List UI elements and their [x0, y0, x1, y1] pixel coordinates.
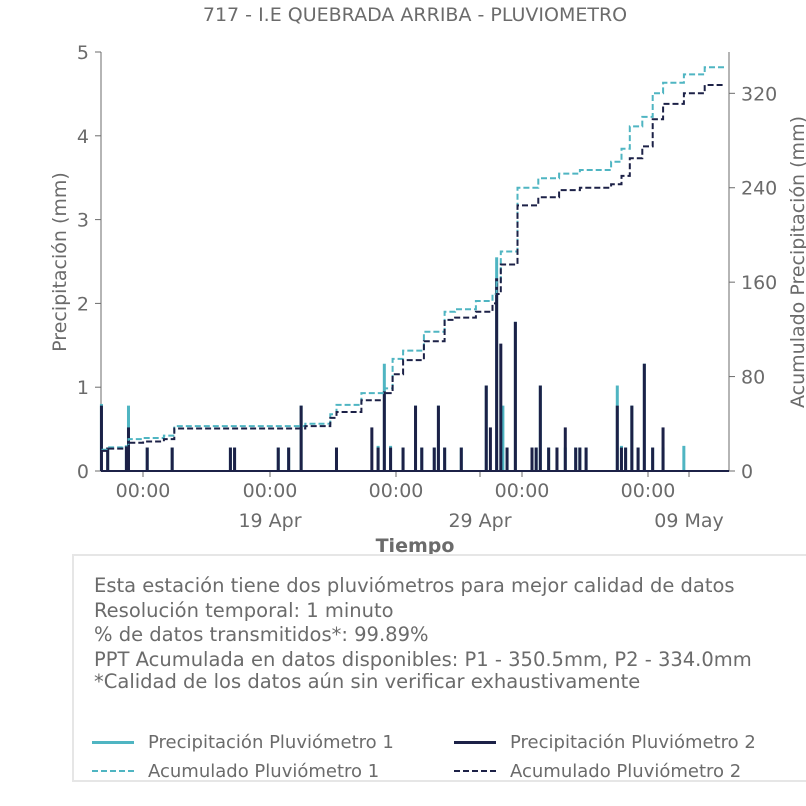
precip-bar: [382, 391, 386, 471]
legend-item-p1: Precipitación Pluviómetro 1: [92, 730, 394, 754]
precip-bar: [488, 427, 492, 471]
x-tick-time-label: 00:00: [116, 480, 171, 502]
legend-label-a1: Acumulado Pluviómetro 1: [148, 760, 380, 782]
left-tick-label: 3: [77, 210, 89, 232]
precip-bar: [563, 427, 567, 471]
precip-bar: [401, 447, 405, 471]
legend-item-a1: Acumulado Pluviómetro 1: [92, 759, 379, 783]
precip-bar: [661, 427, 665, 471]
left-y-ticks: 0 1 2 3 4 5: [77, 42, 101, 483]
precip-bar: [619, 447, 623, 471]
info-line-quality-note: *Calidad de los datos aún sin verificar …: [94, 670, 641, 693]
precip-bar: [432, 447, 436, 471]
x-tick-date-label: 29 Apr: [448, 510, 511, 532]
precip-bar: [538, 385, 542, 471]
right-tick-label: 0: [741, 461, 753, 483]
precip-bar: [651, 447, 655, 471]
precip-bar: [233, 447, 237, 471]
precip-bar: [126, 427, 130, 471]
x-tick-date-label: 19 Apr: [238, 510, 301, 532]
info-line-stations: Esta estación tiene dos pluviómetros par…: [94, 574, 735, 597]
precip-bar: [501, 405, 505, 471]
legend-label-p2: Precipitación Pluviómetro 2: [510, 731, 756, 753]
x-tick-time-label: 00:00: [243, 480, 298, 502]
precip-bar: [682, 445, 686, 471]
precip-bar: [615, 405, 619, 471]
info-line-transmitted: % de datos transmitidos*: 99.89%: [94, 623, 429, 646]
precip-bar: [584, 447, 588, 471]
precip-bar: [170, 447, 174, 471]
precip-bar: [99, 405, 103, 471]
precip-bar: [376, 447, 380, 471]
left-tick-label: 0: [77, 461, 89, 483]
precip-bar: [530, 447, 534, 471]
x-ticks: 00:00 00:00 00:00 00:00 00:00 19 Apr 29 Apr 09 …: [116, 471, 724, 532]
precip-bar: [630, 405, 634, 471]
legend-swatch-a1: [92, 770, 134, 772]
precip-bar: [555, 447, 559, 471]
x-axis-label: Tiempo: [376, 535, 455, 557]
series-acumulado-p1: [101, 66, 726, 451]
precip-bar: [547, 447, 551, 471]
series-acumulado-p2: [101, 84, 726, 452]
precip-bar: [484, 385, 488, 471]
x-tick-date-label: 09 May: [654, 510, 724, 532]
precip-bar: [574, 447, 578, 471]
x-tick-time-label: 00:00: [369, 480, 424, 502]
precip-bar: [436, 405, 440, 471]
chart-title: 717 - I.E QUEBRADA ARRIBA - PLUVIOMETRO: [203, 4, 627, 26]
info-line-resolution: Resolución temporal: 1 minuto: [94, 599, 394, 622]
series-precipitacion-p2: [99, 278, 729, 472]
right-tick-label: 320: [741, 83, 777, 105]
precip-bar: [636, 447, 640, 471]
left-tick-label: 2: [77, 293, 89, 315]
precip-bar: [513, 321, 517, 471]
cumulative-line: [101, 84, 726, 452]
precip-bar: [228, 447, 232, 471]
right-tick-label: 80: [741, 367, 765, 389]
legend-item-a2: Acumulado Pluviómetro 2: [454, 759, 741, 783]
precip-bar: [370, 427, 374, 471]
precip-bar: [420, 447, 424, 471]
precip-bar: [276, 447, 280, 471]
x-tick-time-label: 00:00: [621, 480, 676, 502]
chart-area: 717 - I.E QUEBRADA ARRIBA - PLUVIOMETRO …: [49, 4, 806, 557]
precip-bar: [495, 278, 499, 471]
right-y-ticks: 0 80 160 240 320: [729, 83, 777, 483]
legend-swatch-p1: [92, 740, 134, 744]
left-tick-label: 4: [77, 126, 89, 148]
cumulative-line: [101, 66, 726, 451]
precip-bar: [414, 405, 418, 471]
right-tick-label: 240: [741, 178, 777, 200]
x-tick-time-label: 00:00: [495, 480, 550, 502]
legend-item-p2: Precipitación Pluviómetro 2: [454, 730, 756, 754]
precip-bar: [578, 447, 582, 471]
precip-bar: [534, 447, 538, 471]
precip-bar: [459, 447, 463, 471]
precip-bar: [299, 405, 303, 471]
precip-bar: [624, 447, 628, 471]
legend-label-a2: Acumulado Pluviómetro 2: [510, 760, 742, 782]
precip-bar: [334, 447, 338, 471]
precip-bar: [443, 447, 447, 471]
precip-bar: [124, 445, 128, 471]
info-box: Esta estación tiene dos pluviómetros par…: [72, 554, 806, 782]
info-line-accumulated: PPT Acumulada en datos disponibles: P1 -…: [94, 648, 752, 671]
precip-bar: [145, 447, 149, 471]
precip-bar: [287, 447, 291, 471]
legend-label-p1: Precipitación Pluviómetro 1: [148, 731, 394, 753]
precip-bar: [642, 363, 646, 471]
right-tick-label: 160: [741, 272, 777, 294]
left-tick-label: 5: [77, 42, 89, 64]
y-axis-label-left: Precipitación (mm): [49, 172, 71, 352]
legend-swatch-a2: [454, 770, 496, 772]
precip-bar: [106, 447, 110, 471]
left-tick-label: 1: [77, 377, 89, 399]
precip-bar: [505, 447, 509, 471]
precip-bar: [389, 447, 393, 471]
precip-bar: [499, 343, 503, 471]
legend-swatch-p2: [454, 740, 496, 744]
y-axis-label-right: Acumulado Precipitación (mm): [787, 116, 806, 408]
